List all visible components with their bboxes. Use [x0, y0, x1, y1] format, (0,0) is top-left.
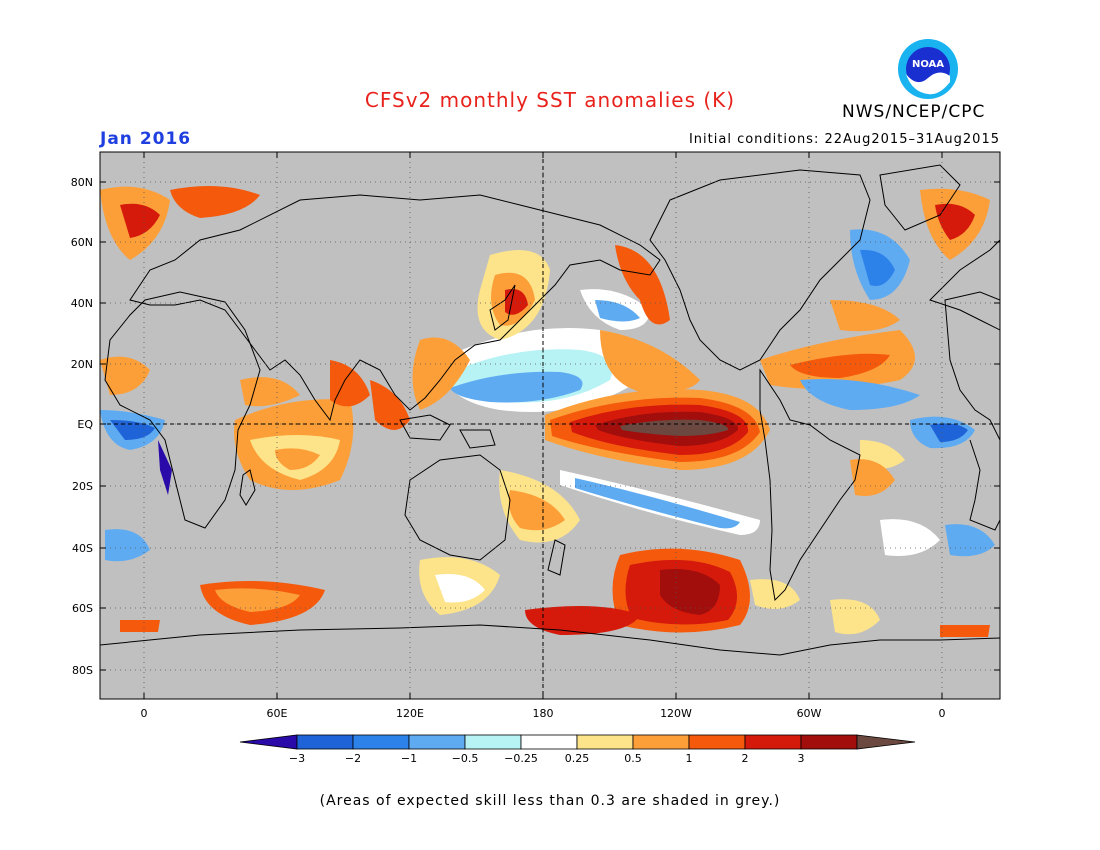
- colorbar-box: [632, 734, 690, 750]
- colorbar-tick-label: 2: [742, 752, 749, 765]
- lon-label: 60W: [797, 707, 822, 720]
- colorbar-box: [576, 734, 634, 750]
- lat-label: 80N: [71, 176, 93, 189]
- lon-label: 180: [533, 707, 554, 720]
- lat-label: 20N: [71, 358, 93, 371]
- colorbar-tick-label: 0.5: [624, 752, 642, 765]
- agency-label: NWS/NCEP/CPC: [842, 102, 986, 122]
- colorbar-tick-label: −3: [289, 752, 305, 765]
- lat-axis: 80N 60N 40N 20N EQ 20S 40S 60S 80S: [71, 176, 1000, 677]
- lat-label: 40S: [72, 542, 93, 555]
- colorbar-box: [464, 734, 522, 750]
- colorbar-box: [744, 734, 802, 750]
- lon-label: 120E: [396, 707, 424, 720]
- lon-label: 0: [939, 707, 946, 720]
- colorbar-box: [296, 734, 354, 750]
- map-frame: [99, 151, 1001, 700]
- colorbar-upper-arrow: [856, 734, 916, 750]
- colorbar-tick-label: −2: [345, 752, 361, 765]
- lon-label: 0: [141, 707, 148, 720]
- lat-label: 80S: [72, 664, 93, 677]
- colorbar-tick-label: −1: [401, 752, 417, 765]
- lat-label: EQ: [77, 418, 93, 431]
- colorbar-tick-label: −0.5: [452, 752, 479, 765]
- lon-label: 120W: [660, 707, 692, 720]
- skill-footnote: (Areas of expected skill less than 0.3 a…: [319, 793, 781, 809]
- colorbar-lower-arrow: [239, 734, 298, 750]
- colorbar-tick-label: 0.25: [565, 752, 590, 765]
- coastlines: [100, 164, 1000, 656]
- colorbar: −3 −2 −1 −0.5 −0.25 0.25 0.5 1 2 3: [239, 734, 916, 765]
- colorbar-tick-label: 3: [798, 752, 805, 765]
- initial-conditions: Initial conditions: 22Aug2015–31Aug2015: [688, 132, 1000, 147]
- forecast-month: Jan 2016: [100, 129, 192, 149]
- colorbar-box: [408, 734, 466, 750]
- colorbar-tick-label: 1: [686, 752, 693, 765]
- colorbar-box: [352, 734, 410, 750]
- noaa-logo: NOAA: [898, 39, 958, 99]
- chart-title: CFSv2 monthly SST anomalies (K): [364, 88, 736, 112]
- lat-label: 20S: [72, 480, 93, 493]
- colorbar-box: [688, 734, 746, 750]
- colorbar-box: [520, 734, 578, 750]
- colorbar-tick-label: −0.25: [504, 752, 538, 765]
- lat-label: 60N: [71, 236, 93, 249]
- svg-text:NOAA: NOAA: [912, 59, 944, 70]
- lat-label: 60S: [72, 602, 93, 615]
- lat-label: 40N: [71, 297, 93, 310]
- anomaly-field: [100, 186, 995, 637]
- colorbar-box: [800, 734, 858, 750]
- lon-axis: 0 60E 120E 180 120W 60W 0: [141, 152, 946, 720]
- lon-label: 60E: [267, 707, 288, 720]
